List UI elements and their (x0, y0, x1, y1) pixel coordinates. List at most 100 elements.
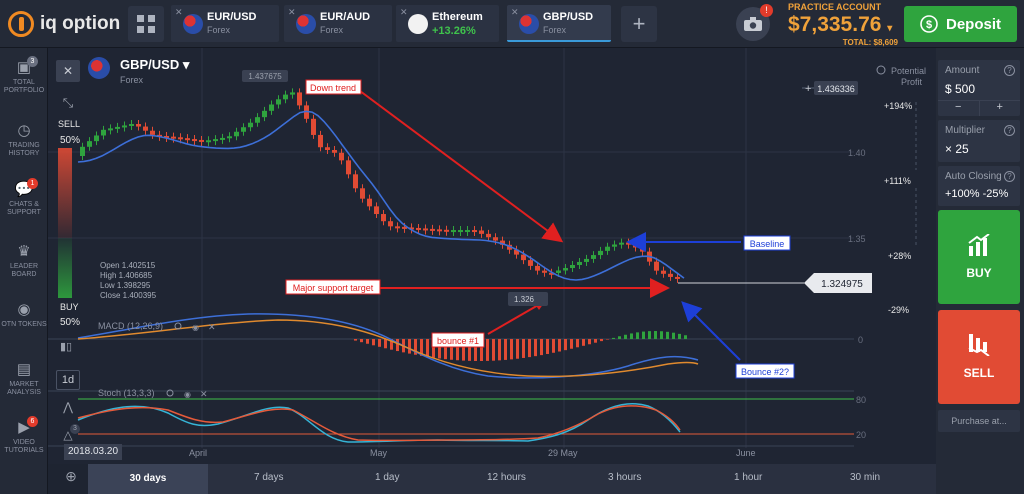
trade-panel: Amount ? $ 500 − + Multiplier ? × 25 Aut… (936, 48, 1024, 494)
candle (129, 124, 134, 127)
tf-3hours[interactable]: 3 hours (608, 472, 642, 483)
help-icon[interactable]: ? (1004, 171, 1015, 182)
extensions-button[interactable]: △ 3 (58, 424, 80, 448)
amount-plus-button[interactable]: + (978, 101, 1021, 116)
candle (612, 244, 617, 247)
info-icon[interactable] (876, 65, 886, 75)
sidebar-item-portfolio[interactable]: ▣ 3 TOTAL PORTFOLIO (3, 56, 45, 94)
support-label-box (285, 279, 381, 295)
macd-bar (414, 339, 417, 355)
tf-1day[interactable]: 1 day (375, 472, 400, 483)
close-icon[interactable]: ✕ (288, 7, 296, 17)
sidebar-item-tokens[interactable]: ◉ OTN TOKENS (1, 301, 47, 329)
asset-selector[interactable]: GBP/USD ▾ (120, 57, 190, 72)
candle (290, 92, 295, 95)
tf-30min[interactable]: 30 min (850, 472, 881, 483)
account-balance[interactable]: PRACTICE ACCOUNT $7,335.76 ▾ TOTAL: $8,6… (788, 2, 898, 47)
stoch-label: Stoch (13,3,3) (98, 388, 155, 398)
candle (577, 261, 582, 265)
close-icon[interactable]: ✕ (175, 7, 183, 17)
help-icon[interactable]: ? (1004, 125, 1015, 136)
tab-euraud[interactable]: ✕ EUR/AUD Forex (284, 5, 392, 42)
sidebar-item-tutorials[interactable]: ▶ 6 VIDEO TUTORIALS (4, 416, 44, 454)
amount-minus-button[interactable]: − (955, 101, 962, 113)
sell-button[interactable]: SELL (938, 310, 1020, 404)
grid-menu-button[interactable] (128, 6, 164, 42)
zoom-button[interactable]: ⊕ (60, 468, 82, 490)
sidebar-item-history[interactable]: ◷ TRADING HISTORY (8, 122, 40, 158)
chart-area[interactable]: SELL 50% BUY 50% Open 1.402515 High 1.40… (48, 48, 936, 464)
macd-bar (444, 339, 447, 360)
camera-button[interactable]: ! (736, 4, 773, 41)
tab-gbpusd[interactable]: ✕ GBP/USD Forex (507, 5, 611, 42)
macd-line (77, 313, 699, 379)
indicator-tool-button[interactable]: ▮▯ (54, 340, 78, 358)
multiplier-value[interactable]: × 25 (945, 142, 969, 156)
eye-icon[interactable]: ◉ (192, 323, 199, 332)
tab-eurusd[interactable]: ✕ EUR/USD Forex (171, 5, 279, 42)
candle (318, 134, 323, 148)
multiplier-box[interactable]: Multiplier ? × 25 (938, 120, 1020, 162)
buy-button[interactable]: BUY (938, 210, 1020, 304)
eye-icon[interactable]: ◉ (184, 390, 191, 399)
candle (458, 230, 463, 233)
tf-1hour[interactable]: 1 hour (734, 472, 763, 483)
ohlc-close: Close 1.400395 (100, 291, 157, 300)
macd-bar (594, 339, 597, 343)
macd-bar (654, 331, 657, 339)
zoom-icon: ⊕ (65, 468, 77, 484)
settings-icon[interactable] (174, 322, 182, 330)
draw-tool-button[interactable]: ⋀ (58, 400, 78, 420)
close-chart-button[interactable]: ✕ (56, 60, 80, 82)
logo[interactable]: iq option (8, 10, 120, 38)
macd-bar (498, 339, 501, 361)
total-value: TOTAL: $8,609 (842, 38, 898, 47)
tf-12hours[interactable]: 12 hours (487, 472, 526, 483)
bounce1-label-box (431, 332, 485, 348)
candle (360, 188, 365, 199)
help-icon[interactable]: ? (1004, 65, 1015, 76)
macd-bar (618, 336, 621, 339)
macd-bar (552, 339, 555, 353)
sidebar-item-analysis[interactable]: ▤ MARKET ANALYSIS (7, 361, 41, 397)
price-chart[interactable]: SELL 50% BUY 50% Open 1.402515 High 1.40… (48, 48, 936, 464)
close-icon[interactable]: ✕ (208, 322, 216, 332)
macd-bar (462, 339, 465, 361)
plus-icon: + (632, 11, 646, 36)
bounce1-arrow-line (487, 303, 541, 335)
add-tab-button[interactable]: + (621, 6, 657, 42)
crosshair-plus-icon[interactable]: + (805, 83, 811, 95)
dollar-icon: $ (920, 15, 938, 33)
tab-ethereum[interactable]: ✕ Ethereum +13.26% (396, 5, 499, 42)
macd-bar (390, 339, 393, 350)
macd-bar (468, 339, 471, 361)
purchase-at-button[interactable]: Purchase at... (938, 410, 1020, 432)
sidebar-item-leaderboard[interactable]: ♛ LEADER BOARD (9, 243, 38, 279)
macd-bar (534, 339, 537, 357)
macd-bar (660, 331, 663, 339)
tf-30days[interactable]: 30 days (88, 464, 208, 494)
amount-input[interactable]: $ 500 (945, 82, 976, 96)
candle (486, 233, 491, 238)
close-icon[interactable]: ✕ (200, 389, 208, 399)
auto-closing-value[interactable]: +100% -25% (945, 188, 1009, 200)
tf-7days[interactable]: 7 days (254, 472, 284, 483)
fullscreen-button[interactable]: ⤡ (56, 92, 80, 114)
deposit-button[interactable]: $ Deposit (904, 6, 1017, 42)
timeframe-button[interactable]: 1d (56, 370, 80, 390)
settings-icon[interactable] (166, 389, 174, 397)
macd-bar (522, 339, 525, 358)
amount-box[interactable]: Amount ? $ 500 − + (938, 60, 1020, 116)
candle (206, 140, 211, 143)
current-price-tag (804, 273, 872, 293)
candle (255, 117, 260, 123)
auto-closing-box[interactable]: Auto Closing ? +100% -25% (938, 166, 1020, 206)
macd-bar (408, 339, 411, 354)
candle (500, 240, 505, 245)
analysis-icon: ▤ (16, 361, 32, 378)
candle (136, 124, 141, 127)
sidebar-item-chats[interactable]: 💬 1 CHATS & SUPPORT (7, 178, 41, 216)
close-icon[interactable]: ✕ (400, 7, 408, 17)
close-icon[interactable]: ✕ (511, 7, 519, 17)
profit-level: +28% (888, 251, 911, 261)
